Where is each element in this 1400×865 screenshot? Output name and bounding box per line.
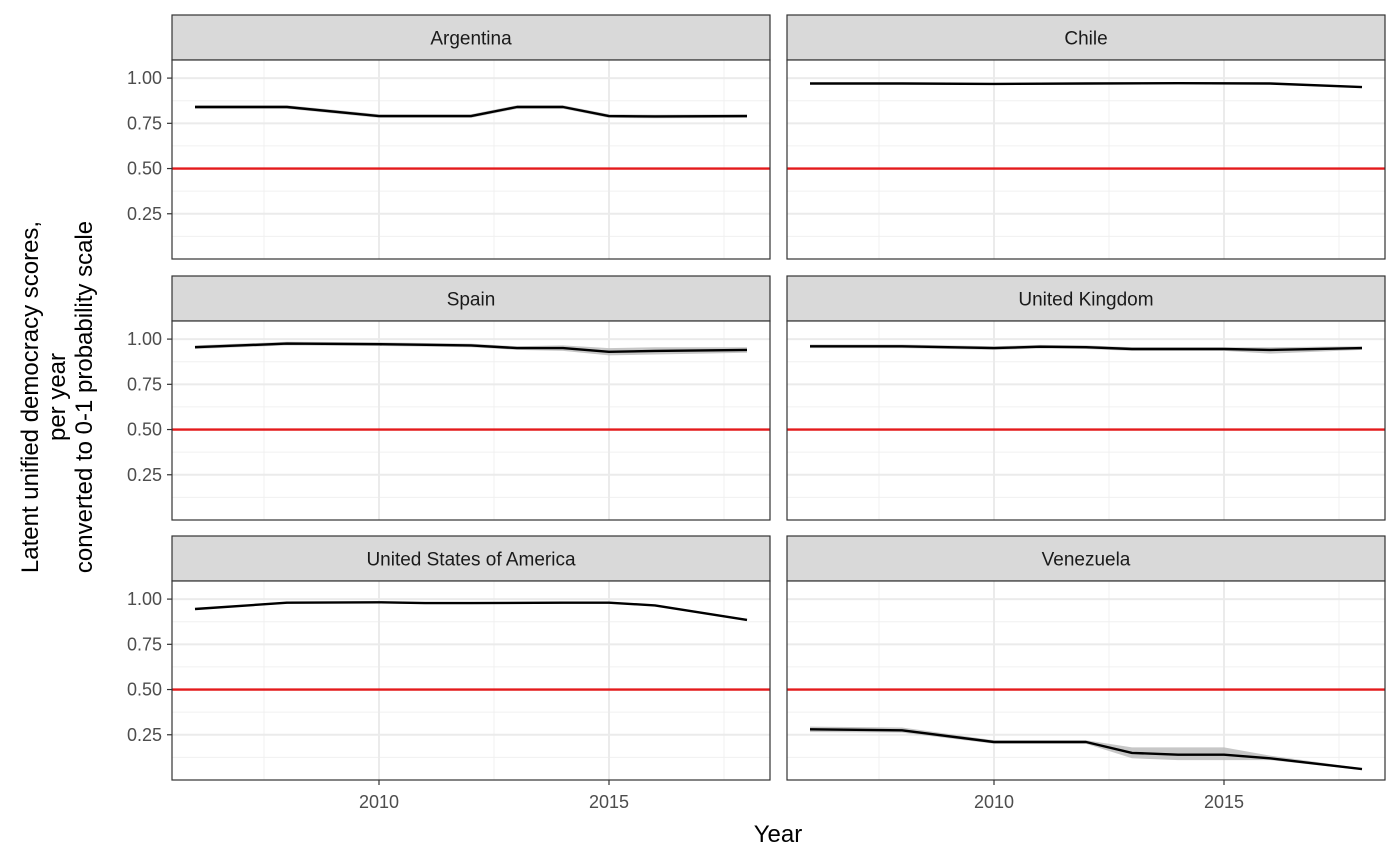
plot-background <box>787 321 1385 520</box>
y-tick-label: 0.75 <box>127 634 162 654</box>
y-axis-title: Latent unified democracy scores,per year… <box>17 221 98 573</box>
facet-panel: Argentina 0.25 0.50 0.75 1.00 <box>127 14 771 260</box>
facet-panel: Chile <box>786 14 1386 260</box>
y-axis-title-line: Latent unified democracy scores, <box>17 221 44 573</box>
series-line <box>810 81 1363 89</box>
y-tick-label: 1.00 <box>127 589 162 609</box>
y-axis-title-line: per year <box>44 353 71 441</box>
y-tick-label: 0.50 <box>127 420 162 440</box>
panel-border <box>171 320 771 521</box>
y-axis-title-line: converted to 0-1 probability scale <box>71 221 98 573</box>
uncertainty-band <box>810 726 1362 770</box>
x-tick-label: 2015 <box>589 792 629 812</box>
facet-panel: United Kingdom <box>786 275 1386 521</box>
svg-text:Latent unified democracy score: Latent unified democracy scores,per year… <box>17 221 98 573</box>
panels-layer: Argentina 0.25 0.50 0.75 1.00 Chile Spain 0.25 0… <box>127 14 1386 812</box>
series-line <box>195 105 748 118</box>
facet-strip-label: Spain <box>447 290 496 311</box>
panel-border <box>786 580 1386 781</box>
plot-background <box>172 60 770 259</box>
facet-strip <box>786 275 1386 322</box>
y-tick-label: 0.25 <box>127 465 162 485</box>
panel-border <box>171 580 771 781</box>
y-tick-label: 1.00 <box>127 329 162 349</box>
y-tick-label: 0.25 <box>127 725 162 745</box>
plot-background <box>172 581 770 780</box>
facet-strip <box>171 14 771 61</box>
facet-strip-label: United States of America <box>366 550 576 571</box>
y-tick-label: 0.75 <box>127 374 162 394</box>
facet-panel: Spain 0.25 0.50 0.75 1.00 <box>127 275 771 521</box>
series-line <box>810 345 1363 352</box>
y-tick-label: 1.00 <box>127 68 162 88</box>
x-axis-title: Year <box>754 821 803 848</box>
plot-background <box>787 60 1385 259</box>
facet-strip <box>786 14 1386 61</box>
y-tick-label: 0.50 <box>127 680 162 700</box>
y-tick-label: 0.50 <box>127 159 162 179</box>
y-tick-label: 0.75 <box>127 113 162 133</box>
x-tick-label: 2015 <box>1204 792 1244 812</box>
facet-strip-label: United Kingdom <box>1018 290 1153 311</box>
facet-strip-label: Venezuela <box>1042 550 1131 571</box>
series-line <box>809 728 1363 771</box>
series-line <box>194 342 748 353</box>
panel-border <box>786 320 1386 521</box>
y-tick-label: 0.25 <box>127 204 162 224</box>
facet-strip-label: Chile <box>1064 29 1107 50</box>
facet-strip-label: Argentina <box>430 29 512 50</box>
plot-background <box>787 581 1385 780</box>
panel-border <box>171 59 771 260</box>
series-line <box>194 601 748 622</box>
facet-strip <box>786 535 1386 582</box>
panel-border <box>786 59 1386 260</box>
x-tick-label: 2010 <box>359 792 399 812</box>
x-tick-label: 2010 <box>974 792 1014 812</box>
facet-panel: Venezuela 2010 2015 <box>786 535 1386 812</box>
facet-panel: United States of America 0.25 0.50 0.75 1.00… <box>127 535 771 812</box>
